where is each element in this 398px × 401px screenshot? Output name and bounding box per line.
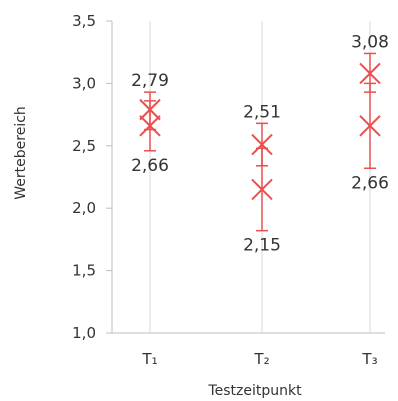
x-marker-stroke xyxy=(359,62,381,85)
x-marker-stroke xyxy=(139,115,161,137)
y-tick-label: 2,0 xyxy=(72,199,96,217)
data-label: 2,51 xyxy=(243,102,281,122)
x-axis-title: Testzeitpunkt xyxy=(207,383,302,399)
x-marker-stroke xyxy=(139,98,161,121)
x-marker-stroke xyxy=(251,178,273,201)
y-tick-label: 1,0 xyxy=(72,324,96,342)
data-point xyxy=(251,178,273,201)
y-tick-label: 3,0 xyxy=(72,74,96,92)
data-label-layer: 2,79 2,51 3,08 2,66 2,15 2,66 xyxy=(131,32,389,255)
data-point xyxy=(251,133,273,156)
x-tick-label: T₁ xyxy=(141,350,157,368)
grid-layer xyxy=(149,21,371,333)
data-point xyxy=(139,98,161,121)
marker-layer xyxy=(139,62,381,201)
data-label: 2,66 xyxy=(351,173,389,193)
y-tick-label: 1,5 xyxy=(72,262,96,280)
data-point xyxy=(359,115,381,137)
data-label: 2,79 xyxy=(131,71,169,91)
x-marker-stroke xyxy=(251,133,273,156)
x-marker-stroke xyxy=(359,115,381,137)
x-tick-label: T₂ xyxy=(253,350,269,368)
data-point xyxy=(139,115,161,137)
y-tick-label: 3,5 xyxy=(72,12,96,30)
data-label: 3,08 xyxy=(351,32,389,52)
x-tick-label: T₃ xyxy=(361,350,377,368)
y-tick-label: 2,5 xyxy=(72,137,96,155)
data-point xyxy=(359,62,381,85)
data-label: 2,66 xyxy=(131,156,169,176)
data-label: 2,15 xyxy=(243,236,281,256)
y-axis-title: Wertebereich xyxy=(13,106,29,200)
axis-layer: 1,0 1,5 2,0 2,5 3,0 3,5 T₁ T₂ T₃ xyxy=(72,12,385,368)
